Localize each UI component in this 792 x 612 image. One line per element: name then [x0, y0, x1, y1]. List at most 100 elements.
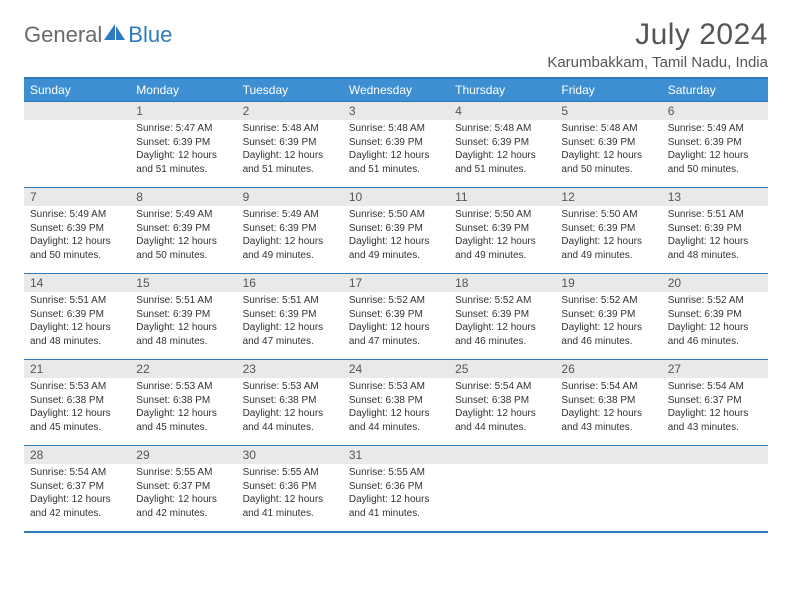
- sunset-text: Sunset: 6:38 PM: [136, 394, 230, 408]
- daylight-line2: and 51 minutes.: [455, 163, 549, 177]
- empty-day-header: [24, 102, 130, 120]
- day-number: 23: [237, 360, 343, 378]
- sunrise-text: Sunrise: 5:53 AM: [30, 380, 124, 394]
- daylight-line1: Daylight: 12 hours: [243, 493, 337, 507]
- calendar-cell: [449, 446, 555, 532]
- daylight-line2: and 47 minutes.: [349, 335, 443, 349]
- sunrise-text: Sunrise: 5:52 AM: [668, 294, 762, 308]
- day-number: 22: [130, 360, 236, 378]
- sunrise-text: Sunrise: 5:50 AM: [561, 208, 655, 222]
- daylight-line1: Daylight: 12 hours: [455, 321, 549, 335]
- day-number: 17: [343, 274, 449, 292]
- daylight-line1: Daylight: 12 hours: [243, 149, 337, 163]
- day-number: 13: [662, 188, 768, 206]
- daylight-line1: Daylight: 12 hours: [136, 321, 230, 335]
- daylight-line2: and 42 minutes.: [30, 507, 124, 521]
- daylight-line2: and 41 minutes.: [243, 507, 337, 521]
- cell-body: Sunrise: 5:48 AMSunset: 6:39 PMDaylight:…: [449, 120, 555, 180]
- sunset-text: Sunset: 6:38 PM: [349, 394, 443, 408]
- calendar-cell: 9Sunrise: 5:49 AMSunset: 6:39 PMDaylight…: [237, 188, 343, 274]
- calendar-week-row: 14Sunrise: 5:51 AMSunset: 6:39 PMDayligh…: [24, 274, 768, 360]
- calendar-cell: 20Sunrise: 5:52 AMSunset: 6:39 PMDayligh…: [662, 274, 768, 360]
- sunrise-text: Sunrise: 5:48 AM: [561, 122, 655, 136]
- calendar-cell: 23Sunrise: 5:53 AMSunset: 6:38 PMDayligh…: [237, 360, 343, 446]
- sunrise-text: Sunrise: 5:52 AM: [455, 294, 549, 308]
- daylight-line2: and 44 minutes.: [243, 421, 337, 435]
- calendar-cell: 2Sunrise: 5:48 AMSunset: 6:39 PMDaylight…: [237, 102, 343, 188]
- cell-body: Sunrise: 5:55 AMSunset: 6:36 PMDaylight:…: [237, 464, 343, 524]
- daylight-line2: and 46 minutes.: [668, 335, 762, 349]
- calendar-cell: 17Sunrise: 5:52 AMSunset: 6:39 PMDayligh…: [343, 274, 449, 360]
- day-number: 29: [130, 446, 236, 464]
- daylight-line1: Daylight: 12 hours: [668, 149, 762, 163]
- calendar-cell: 1Sunrise: 5:47 AMSunset: 6:39 PMDaylight…: [130, 102, 236, 188]
- cell-body: Sunrise: 5:48 AMSunset: 6:39 PMDaylight:…: [343, 120, 449, 180]
- daylight-line1: Daylight: 12 hours: [30, 235, 124, 249]
- sunset-text: Sunset: 6:39 PM: [455, 308, 549, 322]
- sunrise-text: Sunrise: 5:53 AM: [243, 380, 337, 394]
- sunrise-text: Sunrise: 5:51 AM: [243, 294, 337, 308]
- sunrise-text: Sunrise: 5:49 AM: [136, 208, 230, 222]
- daylight-line1: Daylight: 12 hours: [561, 149, 655, 163]
- calendar-cell: 11Sunrise: 5:50 AMSunset: 6:39 PMDayligh…: [449, 188, 555, 274]
- empty-day-header: [555, 446, 661, 464]
- cell-body: Sunrise: 5:49 AMSunset: 6:39 PMDaylight:…: [130, 206, 236, 266]
- sunrise-text: Sunrise: 5:49 AM: [243, 208, 337, 222]
- daylight-line2: and 50 minutes.: [561, 163, 655, 177]
- calendar-cell: 13Sunrise: 5:51 AMSunset: 6:39 PMDayligh…: [662, 188, 768, 274]
- sunset-text: Sunset: 6:39 PM: [136, 308, 230, 322]
- page-header: General Blue July 2024 Karumbakkam, Tami…: [24, 18, 768, 71]
- daylight-line1: Daylight: 12 hours: [349, 149, 443, 163]
- calendar-cell: 4Sunrise: 5:48 AMSunset: 6:39 PMDaylight…: [449, 102, 555, 188]
- day-number: 24: [343, 360, 449, 378]
- calendar-cell: [24, 102, 130, 188]
- daylight-line2: and 43 minutes.: [668, 421, 762, 435]
- sunset-text: Sunset: 6:39 PM: [30, 222, 124, 236]
- sunrise-text: Sunrise: 5:54 AM: [30, 466, 124, 480]
- cell-body: Sunrise: 5:51 AMSunset: 6:39 PMDaylight:…: [662, 206, 768, 266]
- calendar-cell: 24Sunrise: 5:53 AMSunset: 6:38 PMDayligh…: [343, 360, 449, 446]
- day-number: 21: [24, 360, 130, 378]
- calendar-cell: [555, 446, 661, 532]
- daylight-line2: and 48 minutes.: [668, 249, 762, 263]
- daylight-line1: Daylight: 12 hours: [243, 407, 337, 421]
- empty-day-header: [449, 446, 555, 464]
- cell-body: Sunrise: 5:48 AMSunset: 6:39 PMDaylight:…: [555, 120, 661, 180]
- daylight-line1: Daylight: 12 hours: [243, 321, 337, 335]
- daylight-line1: Daylight: 12 hours: [668, 321, 762, 335]
- calendar-cell: 22Sunrise: 5:53 AMSunset: 6:38 PMDayligh…: [130, 360, 236, 446]
- sunset-text: Sunset: 6:39 PM: [243, 308, 337, 322]
- daylight-line1: Daylight: 12 hours: [561, 321, 655, 335]
- daylight-line1: Daylight: 12 hours: [136, 407, 230, 421]
- sunrise-text: Sunrise: 5:54 AM: [668, 380, 762, 394]
- sunrise-text: Sunrise: 5:55 AM: [136, 466, 230, 480]
- daylight-line2: and 51 minutes.: [136, 163, 230, 177]
- daylight-line2: and 42 minutes.: [136, 507, 230, 521]
- daylight-line2: and 51 minutes.: [349, 163, 443, 177]
- calendar-cell: 8Sunrise: 5:49 AMSunset: 6:39 PMDaylight…: [130, 188, 236, 274]
- cell-body: Sunrise: 5:55 AMSunset: 6:37 PMDaylight:…: [130, 464, 236, 524]
- daylight-line2: and 44 minutes.: [349, 421, 443, 435]
- cell-body: Sunrise: 5:53 AMSunset: 6:38 PMDaylight:…: [237, 378, 343, 438]
- calendar-cell: 25Sunrise: 5:54 AMSunset: 6:38 PMDayligh…: [449, 360, 555, 446]
- cell-body: Sunrise: 5:52 AMSunset: 6:39 PMDaylight:…: [555, 292, 661, 352]
- daylight-line2: and 49 minutes.: [561, 249, 655, 263]
- daylight-line2: and 51 minutes.: [243, 163, 337, 177]
- sunset-text: Sunset: 6:39 PM: [668, 136, 762, 150]
- sunrise-text: Sunrise: 5:47 AM: [136, 122, 230, 136]
- day-header: Wednesday: [343, 78, 449, 102]
- cell-body: Sunrise: 5:52 AMSunset: 6:39 PMDaylight:…: [449, 292, 555, 352]
- cell-body: Sunrise: 5:49 AMSunset: 6:39 PMDaylight:…: [24, 206, 130, 266]
- day-number: 30: [237, 446, 343, 464]
- day-number: 4: [449, 102, 555, 120]
- sunrise-text: Sunrise: 5:51 AM: [30, 294, 124, 308]
- cell-body: Sunrise: 5:50 AMSunset: 6:39 PMDaylight:…: [343, 206, 449, 266]
- daylight-line1: Daylight: 12 hours: [561, 407, 655, 421]
- sunrise-text: Sunrise: 5:48 AM: [243, 122, 337, 136]
- sunrise-text: Sunrise: 5:54 AM: [561, 380, 655, 394]
- sunset-text: Sunset: 6:39 PM: [243, 136, 337, 150]
- sunset-text: Sunset: 6:39 PM: [349, 308, 443, 322]
- day-number: 25: [449, 360, 555, 378]
- daylight-line2: and 44 minutes.: [455, 421, 549, 435]
- sunrise-text: Sunrise: 5:53 AM: [349, 380, 443, 394]
